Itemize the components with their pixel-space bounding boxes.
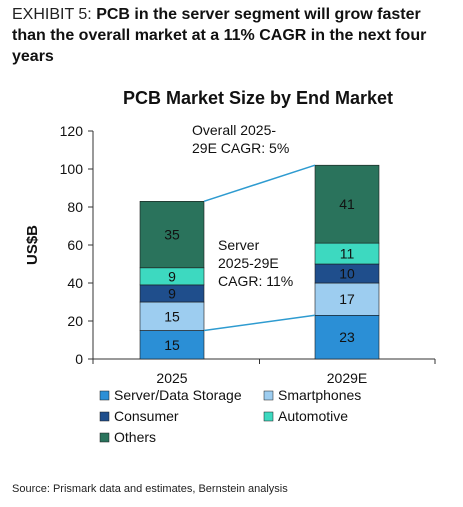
legend-label: Consumer xyxy=(114,408,179,424)
data-label: 41 xyxy=(339,196,355,212)
legend-swatch xyxy=(99,390,110,401)
legend-label: Server/Data Storage xyxy=(114,387,242,403)
y-tick-label: 60 xyxy=(67,237,83,253)
total-connector-line xyxy=(203,164,316,203)
legend-label: Automotive xyxy=(278,408,348,424)
exhibit-title: EXHIBIT 5: PCB in the server segment wil… xyxy=(12,4,452,67)
annotation-server-cagr: 2025-29E xyxy=(218,255,279,271)
bar-segment xyxy=(139,301,205,331)
y-tick-label: 80 xyxy=(67,199,83,215)
data-label: 35 xyxy=(164,227,180,243)
data-label: 11 xyxy=(340,246,355,262)
annotation-server-cagr: Server xyxy=(218,237,260,253)
data-label: 15 xyxy=(164,337,180,353)
x-tick-label: 2029E xyxy=(327,370,367,386)
annotation-server-cagr: CAGR: 11% xyxy=(218,273,293,289)
legend-label: Others xyxy=(114,429,156,445)
bar-segment xyxy=(314,314,380,360)
legend-swatch xyxy=(99,411,110,422)
legend-swatch xyxy=(263,411,274,422)
annotation-overall-cagr: 29E CAGR: 5% xyxy=(192,140,289,156)
data-label: 10 xyxy=(339,266,355,282)
source-note: Source: Prismark data and estimates, Ber… xyxy=(12,483,288,495)
legend-swatch xyxy=(263,390,274,401)
data-label: 15 xyxy=(164,308,180,324)
data-label: 17 xyxy=(339,291,355,307)
bar-segment xyxy=(139,201,205,269)
y-tick-label: 0 xyxy=(75,351,83,367)
y-tick-label: 40 xyxy=(67,275,83,291)
bar-segment xyxy=(314,164,380,244)
legend-label: Smartphones xyxy=(278,387,361,403)
y-tick-label: 20 xyxy=(67,313,83,329)
y-tick-label: 120 xyxy=(60,123,84,139)
x-tick-label: 2025 xyxy=(156,370,187,386)
bar-segment xyxy=(139,330,205,360)
y-axis-label: US$B xyxy=(24,225,41,265)
data-label: 9 xyxy=(168,285,176,301)
exhibit-prefix: EXHIBIT 5: xyxy=(12,6,97,23)
annotation-overall-cagr: Overall 2025- xyxy=(192,122,276,138)
data-label: 23 xyxy=(339,329,355,345)
data-label: 9 xyxy=(168,268,176,284)
server-connector-line xyxy=(203,314,316,332)
chart-title: PCB Market Size by End Market xyxy=(123,88,393,108)
y-tick-label: 100 xyxy=(60,161,84,177)
exhibit-headline: PCB in the server segment will grow fast… xyxy=(12,6,427,65)
legend-swatch xyxy=(99,432,110,443)
